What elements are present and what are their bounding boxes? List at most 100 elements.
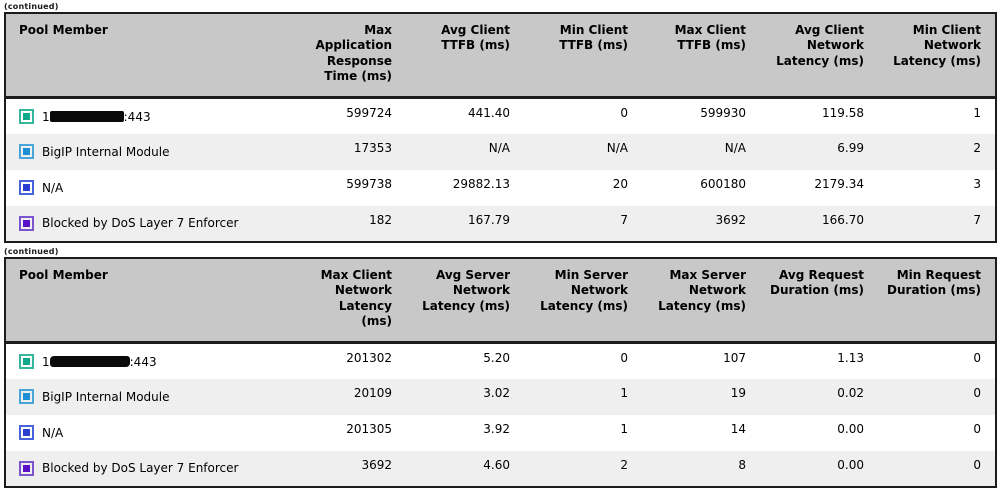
metric-value-cell: 0 (973, 457, 981, 472)
metric-value-cell: 29882.13 (452, 176, 510, 191)
metric-value-cell: N/A (606, 140, 628, 155)
column-header: Min Server Network Latency (ms) (524, 257, 642, 345)
metric-value-cell: 17353 (353, 140, 392, 155)
pool-member-label: 1:443 (42, 354, 157, 369)
legend-swatch-icon (19, 109, 34, 125)
metric-value-cell: 167.79 (468, 212, 510, 227)
metric-value-cell: 107 (723, 351, 746, 366)
metric-value-cell: 2179.34 (814, 176, 864, 191)
metric-value-cell: 2 (973, 140, 981, 155)
metric-value-cell: 7 (973, 212, 981, 227)
pool-member-label: Blocked by DoS Layer 7 Enforcer (42, 216, 239, 231)
pool-member-label: BigIP Internal Module (42, 144, 170, 159)
pool-member-label: N/A (42, 180, 64, 195)
metric-value-cell: 0 (973, 385, 981, 400)
legend-swatch-icon (19, 425, 34, 441)
table-row: N/A 599738 29882.13 20 600180 2179.34 3 (5, 169, 996, 206)
metric-value-cell: 3.02 (483, 385, 510, 400)
metric-value-cell: 3 (973, 176, 981, 191)
metric-value-cell: 3.92 (483, 421, 510, 436)
legend-swatch-icon (19, 460, 34, 476)
metric-value-cell: 8 (738, 457, 746, 472)
pool-member-cell: 1:443 (5, 343, 305, 379)
metric-value-cell: 0 (973, 421, 981, 436)
column-header: Max Application Response Time (ms) (305, 13, 406, 100)
metric-value-cell: 20109 (353, 385, 392, 400)
column-header: Min Request Duration (ms) (878, 257, 996, 345)
metric-value-cell: N/A (724, 140, 746, 155)
pool-member-cell: BigIP Internal Module (5, 134, 305, 170)
metric-value-cell: 1.13 (837, 351, 864, 366)
metric-value-cell: 166.70 (822, 212, 864, 227)
pool-member-label: BigIP Internal Module (42, 389, 170, 404)
metric-value-cell: 0 (620, 106, 628, 121)
metric-value-cell: 441.40 (468, 106, 510, 121)
metric-value-cell: 0 (973, 351, 981, 366)
metric-value-cell: 599930 (700, 106, 746, 121)
pool-member-cell: Blocked by DoS Layer 7 Enforcer (5, 206, 305, 242)
metric-value-cell: 599724 (346, 106, 392, 121)
metric-value-cell: 119.58 (822, 106, 864, 121)
pool-member-stats-table-2: Pool Member Max Client Network Latency (… (4, 256, 997, 488)
table-row: Blocked by DoS Layer 7 Enforcer 182 167.… (5, 205, 996, 242)
metric-value-cell: 5.20 (483, 351, 510, 366)
continued-label: (continued) (4, 246, 59, 256)
metric-value-cell: 182 (369, 212, 392, 227)
table-header-row: Pool Member Max Client Network Latency (… (5, 257, 996, 345)
continued-label: (continued) (4, 2, 59, 11)
metric-value-cell: 4.60 (483, 457, 510, 472)
pool-member-cell: 1:443 (5, 98, 305, 134)
metric-value-cell: 3692 (361, 457, 392, 472)
metric-value-cell: 1 (620, 421, 628, 436)
metric-value-cell: 0.02 (837, 385, 864, 400)
metric-value-cell: 0.00 (837, 457, 864, 472)
metric-value-cell: 0.00 (837, 421, 864, 436)
metric-value-cell: 6.99 (837, 140, 864, 155)
table-row: 1:443 599724 441.40 0 599930 119.58 1 (5, 97, 996, 134)
legend-swatch-icon (19, 354, 34, 370)
metric-value-cell: 0 (620, 351, 628, 366)
column-header: Avg Server Network Latency (ms) (406, 257, 524, 345)
legend-swatch-icon (19, 215, 34, 231)
table-row: BigIP Internal Module 20109 3.02 1 19 0.… (5, 378, 996, 415)
metric-value-cell: 19 (730, 385, 746, 400)
pool-member-label: Blocked by DoS Layer 7 Enforcer (42, 461, 239, 476)
metric-value-cell: 20 (612, 176, 628, 191)
column-header: Min Client Network Latency (ms) (878, 13, 996, 100)
column-header: Avg Request Duration (ms) (760, 257, 878, 345)
legend-swatch-icon (19, 180, 34, 196)
column-header: Min Client TTFB (ms) (524, 13, 642, 100)
pool-member-label: 1:443 (42, 109, 151, 124)
pool-member-cell: N/A (5, 170, 305, 206)
redaction-bar (49, 355, 130, 367)
column-header-pool-member: Pool Member (5, 257, 305, 345)
metric-value-cell: 1 (973, 106, 981, 121)
metric-value-cell: 201305 (346, 421, 392, 436)
legend-swatch-icon (19, 389, 34, 405)
redaction-bar (49, 110, 124, 122)
pool-member-stats-table-1: Pool Member Max Application Response Tim… (4, 12, 997, 243)
metric-value-cell: 2 (620, 457, 628, 472)
column-header: Avg Client TTFB (ms) (406, 13, 524, 100)
table-row: Blocked by DoS Layer 7 Enforcer 3692 4.6… (5, 450, 996, 487)
column-header: Avg Client Network Latency (ms) (760, 13, 878, 100)
column-header-pool-member: Pool Member (5, 13, 305, 100)
table-row: 1:443 201302 5.20 0 107 1.13 0 (5, 342, 996, 379)
table-row: N/A 201305 3.92 1 14 0.00 0 (5, 414, 996, 451)
metric-value-cell: N/A (488, 140, 510, 155)
metric-value-cell: 201302 (346, 351, 392, 366)
pool-member-cell: Blocked by DoS Layer 7 Enforcer (5, 451, 305, 487)
pool-member-cell: BigIP Internal Module (5, 379, 305, 415)
legend-swatch-icon (19, 144, 34, 160)
metric-value-cell: 599738 (346, 176, 392, 191)
metric-value-cell: 600180 (700, 176, 746, 191)
table-header-row: Pool Member Max Application Response Tim… (5, 13, 996, 100)
metric-value-cell: 1 (620, 385, 628, 400)
metric-value-cell: 3692 (715, 212, 746, 227)
column-header: Max Client TTFB (ms) (642, 13, 760, 100)
metric-value-cell: 14 (730, 421, 746, 436)
column-header: Max Client Network Latency (ms) (305, 257, 406, 345)
table-row: BigIP Internal Module 17353 N/A N/A N/A … (5, 133, 996, 170)
pool-member-cell: N/A (5, 415, 305, 451)
